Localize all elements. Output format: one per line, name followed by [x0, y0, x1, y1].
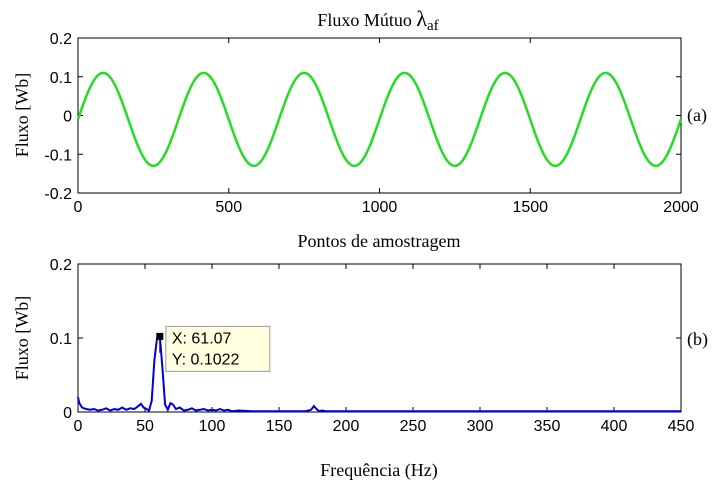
datatip-x-text: X: 61.07: [172, 330, 232, 347]
x-tick-label-1-0: 0: [74, 418, 83, 435]
x-tick-label-1-8: 400: [601, 418, 628, 435]
x-tick-label-0-2: 1000: [362, 199, 398, 216]
x-tick-label-0-0: 0: [74, 199, 83, 216]
y-tick-label-0-1: -0.1: [44, 147, 72, 164]
y-tick-label-0-4: 0.2: [50, 31, 72, 48]
y-tick-label-1-2: 0.2: [50, 257, 72, 274]
x-tick-label-1-5: 250: [400, 418, 427, 435]
y-tick-label-1-0: 0: [63, 405, 72, 422]
panel-b: 0 50 100 150 200 250 300 350 400 450 0 0.1 0.2 X: 61…: [12, 257, 708, 481]
panel-a: Fluxo Mútuo λaf 0 500 1000 1500 2000 -0.2 -0.1…: [12, 6, 707, 251]
x-tick-label-1-1: 50: [136, 418, 154, 435]
axis-a-xlabel: Pontos de amostragem: [298, 231, 461, 251]
panel-a-label: (a): [687, 105, 707, 126]
x-tick-label-1-6: 300: [467, 418, 494, 435]
datatip-marker: [156, 332, 164, 340]
x-tick-label-0-1: 500: [215, 199, 242, 216]
y-tick-label-0-2: 0: [63, 109, 72, 126]
axis-b-xlabel: Frequência (Hz): [320, 460, 437, 481]
x-tick-label-1-7: 350: [534, 418, 561, 435]
x-tick-label-1-9: 450: [668, 418, 695, 435]
panel-b-label: (b): [687, 329, 708, 350]
datatip[interactable]: X: 61.07 Y: 0.1022: [156, 325, 271, 372]
x-tick-label-1-3: 150: [266, 418, 293, 435]
y-tick-label-0-3: 0.1: [50, 70, 72, 87]
chart-a-title: Fluxo Mútuo λaf: [317, 6, 438, 34]
x-tick-label-1-4: 200: [333, 418, 360, 435]
datatip-box: [165, 325, 271, 372]
y-tick-label-0-0: -0.2: [44, 186, 72, 203]
datatip-y-text: Y: 0.1022: [172, 351, 240, 368]
axis-b-ylabel: Fluxo [Wb]: [12, 296, 32, 381]
x-tick-label-0-3: 1500: [512, 199, 548, 216]
axis-a-ylabel: Fluxo [Wb]: [12, 73, 32, 158]
x-tick-label-1-2: 100: [199, 418, 226, 435]
series-b-line: [77, 334, 681, 413]
y-tick-label-1-1: 0.1: [50, 331, 72, 348]
x-tick-label-0-4: 2000: [663, 199, 699, 216]
series-a-line: [76, 71, 683, 168]
